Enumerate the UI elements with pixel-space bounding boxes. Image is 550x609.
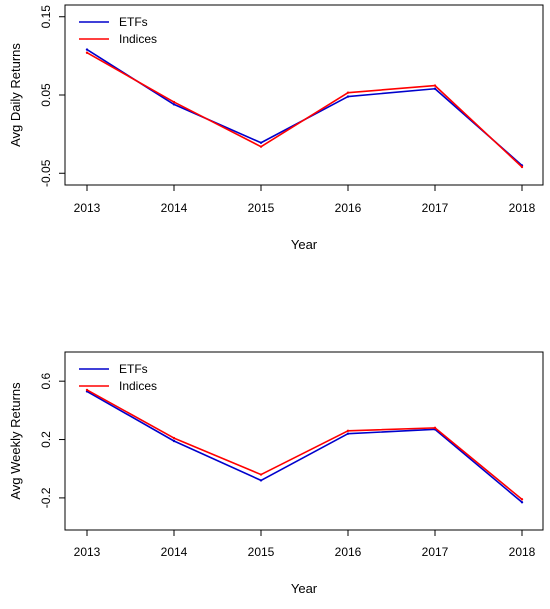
chart-panel-1: 2013 2014 2015 2016 2017 2018 -0.05 0.05 0.15 Yea… (8, 4, 544, 252)
y-axis-label: Avg Daily Returns (8, 43, 23, 147)
y-tick-label: -0.05 (39, 159, 53, 187)
x-tick-label: 2014 (161, 545, 188, 559)
data-point-indices (172, 436, 176, 440)
y-tick-label: 0.05 (39, 83, 53, 107)
x-tick-label: 2017 (422, 545, 449, 559)
x-axis-label: Year (291, 237, 318, 252)
legend-label-etfs: ETFs (119, 15, 148, 29)
data-point-indices (346, 429, 350, 432)
legend-label-indices: Indices (119, 32, 157, 46)
x-tick-label: 2017 (422, 201, 449, 215)
chart-panel-2: 2013 2014 2015 2016 2017 2018 -0.2 0.2 0.6 Year Av… (8, 351, 544, 596)
data-point-etfs (172, 103, 176, 106)
data-point-indices (259, 473, 263, 476)
data-point-etfs (172, 439, 176, 443)
data-point-indices (520, 498, 524, 501)
plot-frame (64, 351, 544, 531)
series-line-indices (86, 389, 523, 500)
series-line-etfs (86, 390, 523, 503)
series-line-etfs (86, 48, 523, 167)
x-tick-label: 2018 (509, 201, 536, 215)
y-axis-label: Avg Weekly Returns (8, 382, 23, 500)
y-tick-label: 0.6 (39, 373, 53, 390)
data-point-etfs (346, 95, 350, 98)
x-tick-label: 2013 (74, 545, 101, 559)
data-point-etfs (520, 501, 524, 504)
y-tick-label: 0.2 (39, 431, 53, 448)
series-line-indices (86, 52, 523, 168)
data-point-etfs (433, 87, 437, 90)
data-point-indices (85, 51, 89, 54)
data-point-etfs (259, 141, 263, 144)
x-tick-label: 2018 (509, 545, 536, 559)
x-tick-label: 2014 (161, 201, 188, 215)
data-point-indices (433, 426, 437, 430)
legend-label-indices: Indices (119, 379, 157, 393)
data-point-etfs (85, 48, 89, 51)
data-point-indices (85, 388, 89, 392)
data-point-indices (346, 91, 350, 94)
data-point-indices (172, 100, 176, 104)
data-point-indices (259, 145, 263, 148)
x-tick-label: 2013 (74, 201, 101, 215)
legend-label-etfs: ETFs (119, 362, 148, 376)
x-tick-label: 2015 (248, 201, 275, 215)
y-tick-label: -0.2 (39, 487, 53, 508)
data-point-etfs (259, 479, 263, 482)
x-tick-label: 2016 (335, 201, 362, 215)
y-tick-label: 0.15 (39, 5, 53, 29)
data-point-indices (433, 84, 437, 87)
x-tick-label: 2016 (335, 545, 362, 559)
data-point-indices (520, 165, 524, 169)
x-tick-label: 2015 (248, 545, 275, 559)
data-point-etfs (346, 432, 350, 435)
x-axis-label: Year (291, 581, 318, 596)
